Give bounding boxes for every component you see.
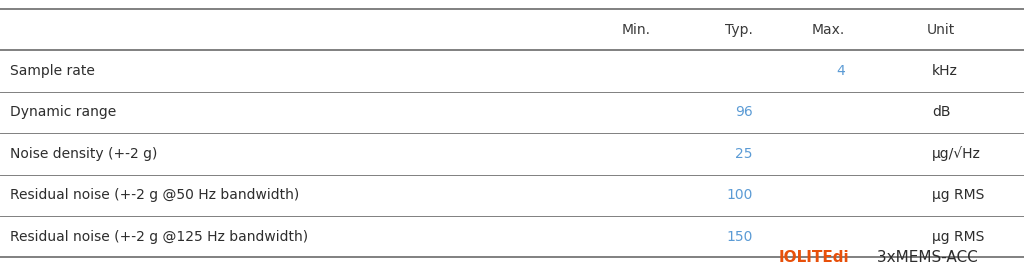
Text: 96: 96 xyxy=(735,105,753,119)
Text: 4: 4 xyxy=(836,64,845,78)
Text: IOLITEdi: IOLITEdi xyxy=(778,250,849,264)
Text: kHz: kHz xyxy=(932,64,957,78)
Text: Residual noise (+-2 g @125 Hz bandwidth): Residual noise (+-2 g @125 Hz bandwidth) xyxy=(10,230,308,244)
Text: 150: 150 xyxy=(726,230,753,244)
Text: μg/√Hz: μg/√Hz xyxy=(932,147,981,161)
Text: Typ.: Typ. xyxy=(725,23,753,37)
Text: μg RMS: μg RMS xyxy=(932,188,984,202)
Text: Min.: Min. xyxy=(622,23,650,37)
Text: 25: 25 xyxy=(735,147,753,161)
Text: 3xMEMS-ACC: 3xMEMS-ACC xyxy=(872,250,978,264)
Text: dB: dB xyxy=(932,105,950,119)
Text: Sample rate: Sample rate xyxy=(10,64,95,78)
Text: Residual noise (+-2 g @50 Hz bandwidth): Residual noise (+-2 g @50 Hz bandwidth) xyxy=(10,188,299,202)
Text: Dynamic range: Dynamic range xyxy=(10,105,117,119)
Text: Unit: Unit xyxy=(927,23,955,37)
Text: Max.: Max. xyxy=(812,23,845,37)
Text: 100: 100 xyxy=(726,188,753,202)
Text: Noise density (+-2 g): Noise density (+-2 g) xyxy=(10,147,158,161)
Text: μg RMS: μg RMS xyxy=(932,230,984,244)
